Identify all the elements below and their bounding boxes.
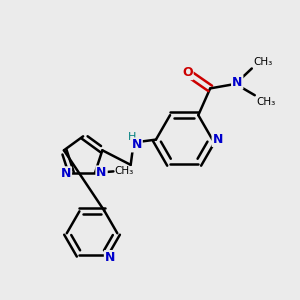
Text: H: H bbox=[128, 132, 136, 142]
Text: N: N bbox=[232, 76, 242, 89]
Text: CH₃: CH₃ bbox=[114, 167, 134, 176]
Text: CH₃: CH₃ bbox=[256, 97, 275, 107]
Text: CH₃: CH₃ bbox=[253, 57, 272, 67]
Text: N: N bbox=[213, 133, 223, 146]
Text: N: N bbox=[105, 251, 115, 264]
Text: N: N bbox=[61, 167, 71, 180]
Text: N: N bbox=[96, 167, 107, 179]
Text: O: O bbox=[182, 66, 193, 79]
Text: N: N bbox=[131, 138, 142, 152]
